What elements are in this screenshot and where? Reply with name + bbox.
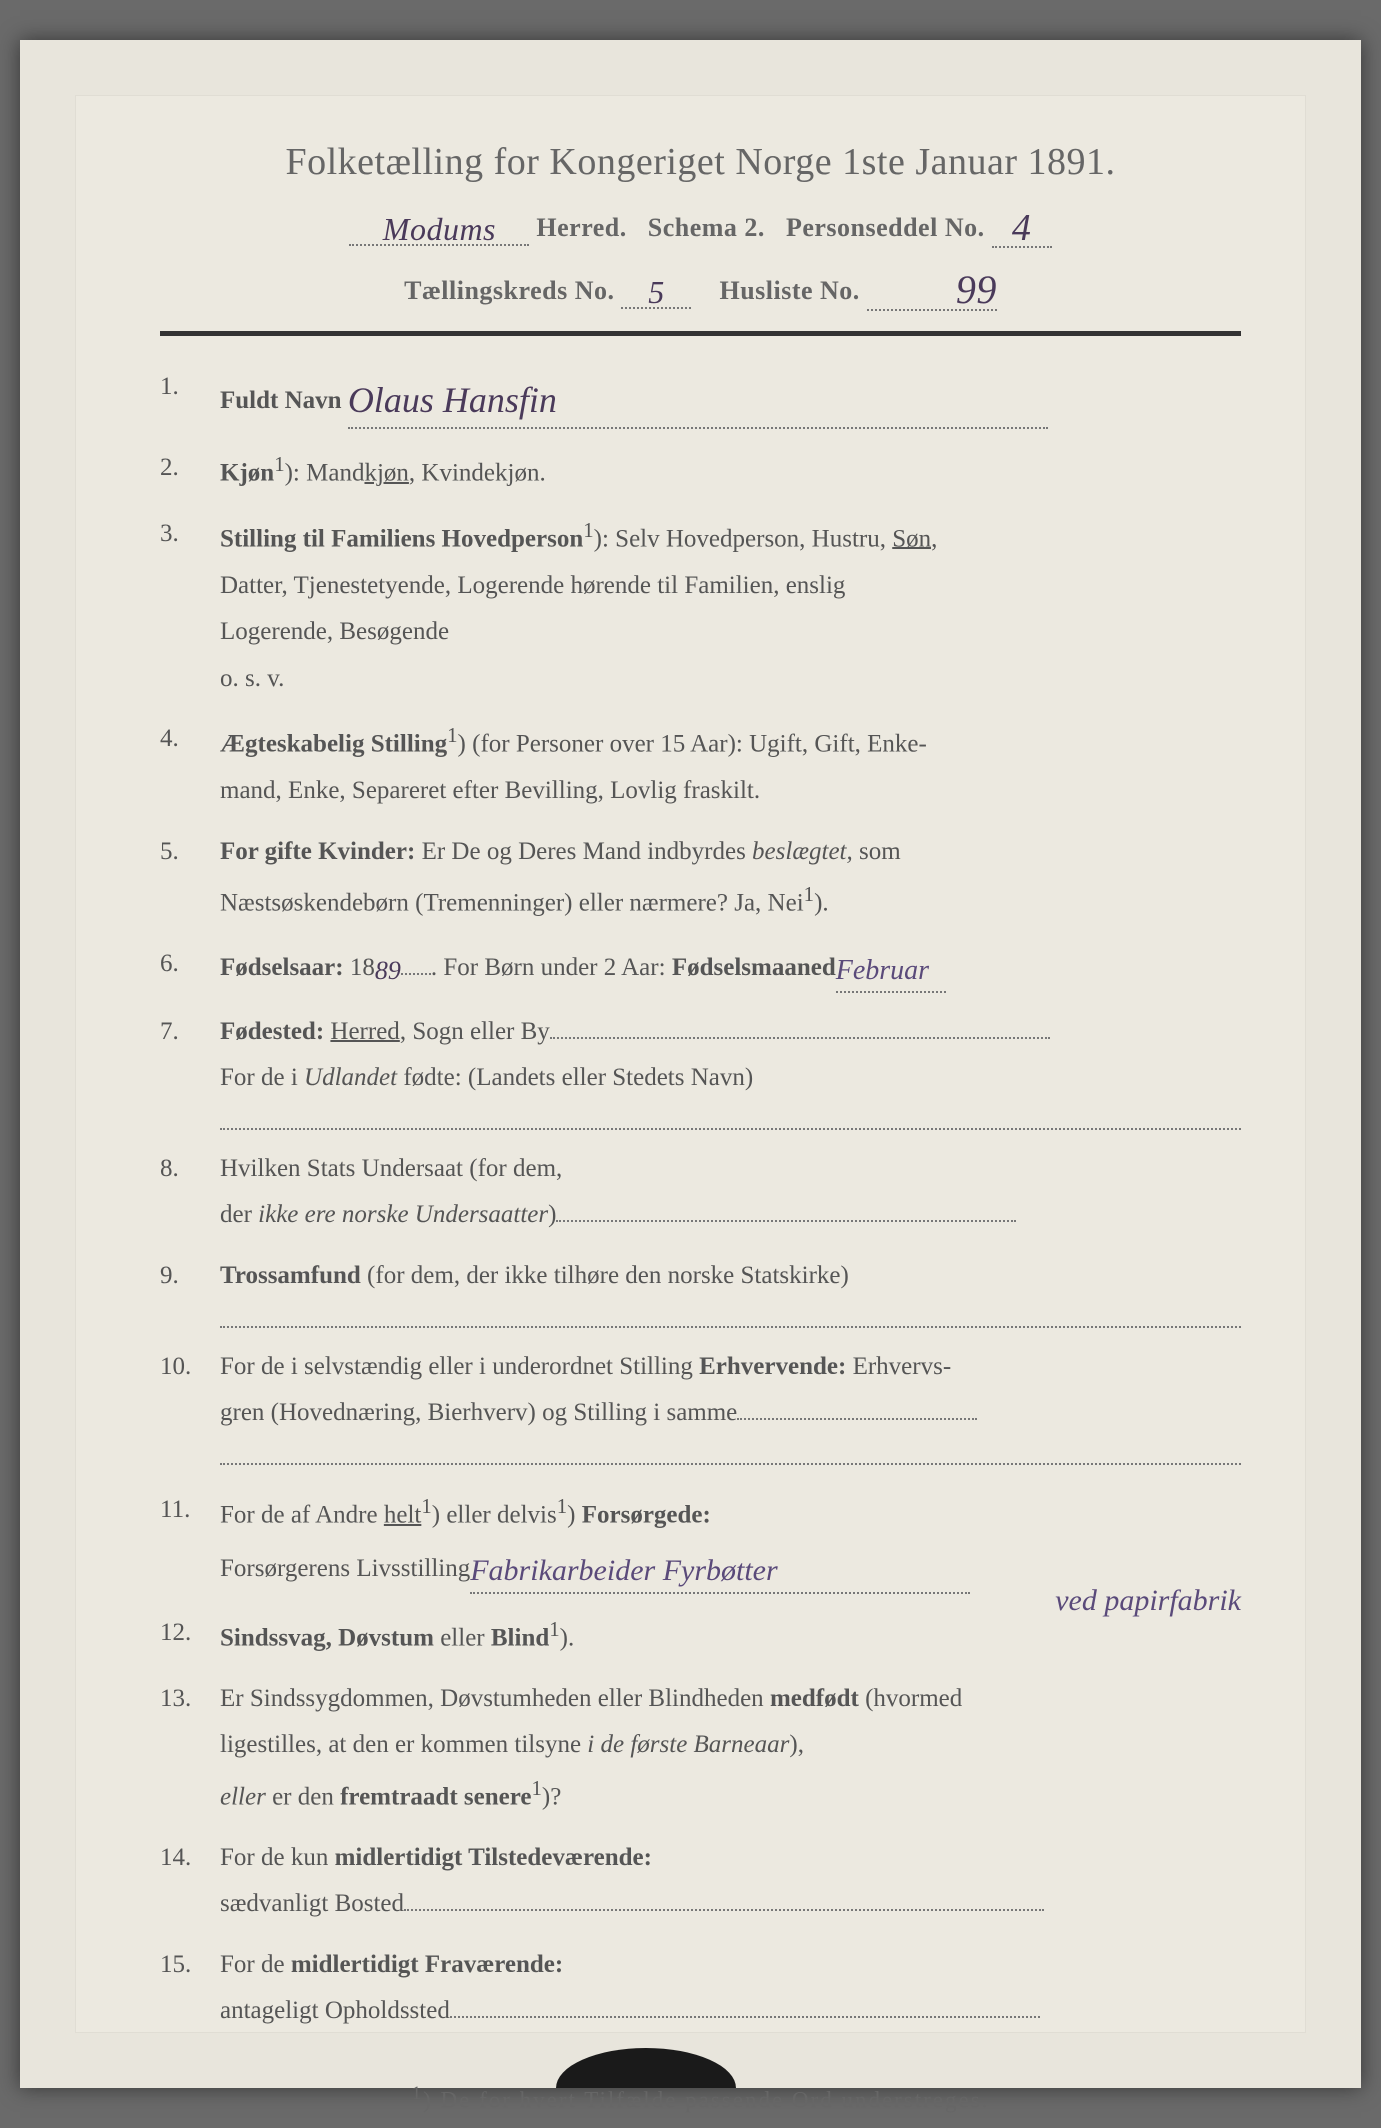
birthyear-value: 89 [375,956,401,985]
item-10: 10. For de i selvstændig eller i underor… [160,1346,1241,1389]
item-7: 7. Fødested: Herred, Sogn eller By [160,1011,1241,1054]
blank-line-9 [220,1305,1241,1327]
title-block: Folketælling for Kongeriget Norge 1ste J… [160,140,1241,311]
blank-line-10 [220,1443,1241,1465]
item-3: 3. Stilling til Familiens Hovedperson1):… [160,513,1241,561]
footnote: 1) De for hvert Tilfælde passende Ord un… [160,2083,1241,2114]
husliste-label: Husliste No. [719,276,859,305]
husliste-value: 99 [956,267,997,312]
item-1: 1. Fuldt Navn Olaus Hansfin [160,366,1241,429]
item-15: 15. For de midlertidigt Fraværende: [160,1944,1241,1987]
item-8: 8. Hvilken Stats Undersaat (for dem, [160,1148,1241,1191]
fullname-value: Olaus Hansfin [348,380,557,420]
header-line-1: Modums Herred. Schema 2. Personseddel No… [160,202,1241,248]
personseddel-label: Personseddel No. [786,213,985,242]
provider-occupation-2: ved papirfabrik [1055,1575,1241,1626]
provider-occupation: Fabrikarbeider Fyrbøtter [470,1554,777,1587]
item-5: 5. For gifte Kvinder: Er De og Deres Man… [160,831,1241,874]
birthmonth-value: Februar [836,955,929,986]
main-title: Folketælling for Kongeriget Norge 1ste J… [160,140,1241,184]
item-13: 13. Er Sindssygdommen, Døvstumheden elle… [160,1678,1241,1721]
kreds-value: 5 [648,274,665,310]
schema-label: Schema 2. [648,213,765,242]
blank-line-7 [220,1108,1241,1130]
item-6: 6. Fødselsaar: 1889. For Børn under 2 Aa… [160,943,1241,993]
header-line-2: Tællingskreds No. 5 Husliste No. 99 [160,262,1241,311]
item-14: 14. For de kun midlertidigt Tilstedevære… [160,1837,1241,1880]
census-form-page: Folketælling for Kongeriget Norge 1ste J… [20,40,1361,2088]
herred-label: Herred. [536,213,626,242]
item-2: 2. Kjøn1): Mandkjøn, Kvindekjøn. [160,447,1241,495]
item-11: 11. For de af Andre helt1) eller delvis1… [160,1489,1241,1537]
item-4: 4. Ægteskabelig Stilling1) (for Personer… [160,718,1241,766]
herred-value: Modums [383,211,496,247]
item-9: 9. Trossamfund (for dem, der ikke tilhør… [160,1255,1241,1298]
horizontal-rule [160,331,1241,336]
kreds-label: Tællingskreds No. [404,276,614,305]
personseddel-value: 4 [1012,207,1032,249]
